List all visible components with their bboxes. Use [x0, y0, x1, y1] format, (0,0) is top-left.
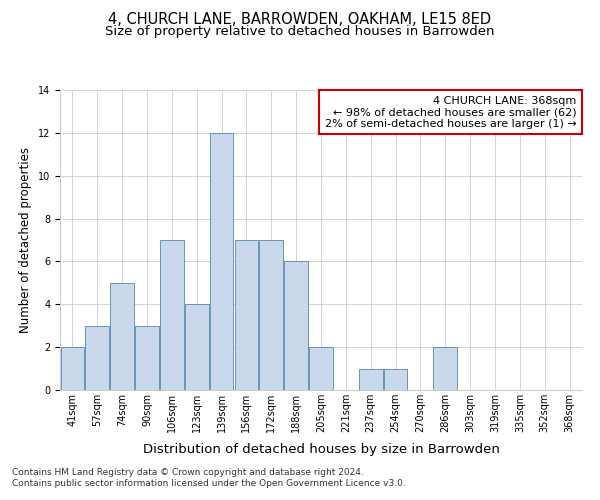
Bar	[384, 368, 407, 390]
Text: 4, CHURCH LANE, BARROWDEN, OAKHAM, LE15 8ED: 4, CHURCH LANE, BARROWDEN, OAKHAM, LE15 …	[109, 12, 491, 28]
Bar	[85, 326, 109, 390]
Bar	[185, 304, 209, 390]
Text: Size of property relative to detached houses in Barrowden: Size of property relative to detached ho…	[105, 25, 495, 38]
Bar	[61, 347, 84, 390]
Text: Distribution of detached houses by size in Barrowden: Distribution of detached houses by size …	[143, 442, 499, 456]
Bar	[110, 283, 134, 390]
Bar	[359, 368, 383, 390]
Bar	[309, 347, 333, 390]
Text: 4 CHURCH LANE: 368sqm
← 98% of detached houses are smaller (62)
2% of semi-detac: 4 CHURCH LANE: 368sqm ← 98% of detached …	[325, 96, 577, 129]
Y-axis label: Number of detached properties: Number of detached properties	[19, 147, 32, 333]
Bar	[433, 347, 457, 390]
Bar	[135, 326, 159, 390]
Text: Contains HM Land Registry data © Crown copyright and database right 2024.
Contai: Contains HM Land Registry data © Crown c…	[12, 468, 406, 487]
Bar	[259, 240, 283, 390]
Bar	[235, 240, 258, 390]
Bar	[284, 262, 308, 390]
Bar	[210, 133, 233, 390]
Bar	[160, 240, 184, 390]
